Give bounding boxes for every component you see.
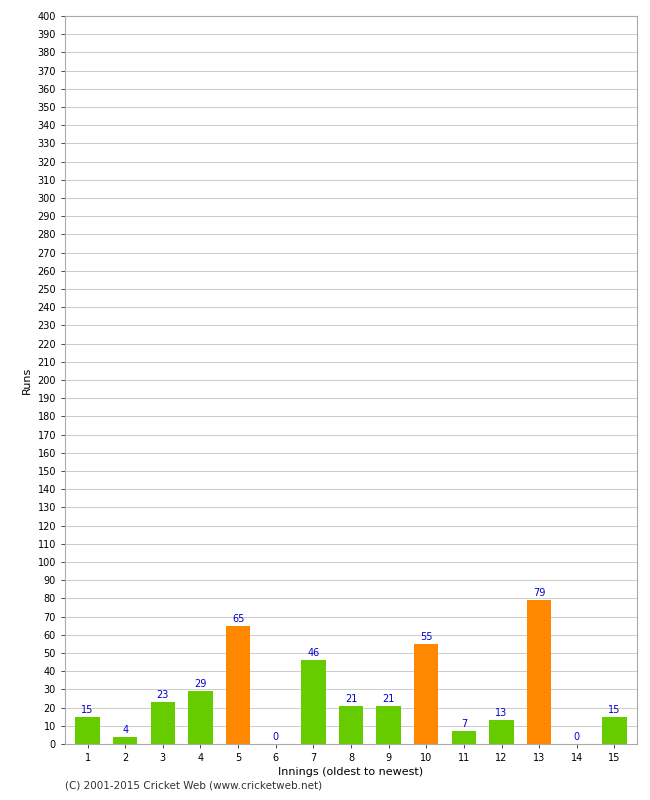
- Text: 13: 13: [495, 708, 508, 718]
- Text: (C) 2001-2015 Cricket Web (www.cricketweb.net): (C) 2001-2015 Cricket Web (www.cricketwe…: [65, 781, 322, 790]
- X-axis label: Innings (oldest to newest): Innings (oldest to newest): [278, 767, 424, 777]
- Bar: [188, 691, 213, 744]
- Bar: [414, 644, 439, 744]
- Text: 55: 55: [420, 632, 432, 642]
- Text: 0: 0: [272, 732, 279, 742]
- Bar: [602, 717, 627, 744]
- Bar: [301, 660, 326, 744]
- Text: 29: 29: [194, 679, 207, 689]
- Bar: [75, 717, 100, 744]
- Text: 7: 7: [461, 719, 467, 729]
- Text: 15: 15: [608, 705, 621, 714]
- Text: 21: 21: [382, 694, 395, 703]
- Text: 21: 21: [344, 694, 358, 703]
- Bar: [527, 600, 551, 744]
- Bar: [376, 706, 401, 744]
- Text: 15: 15: [81, 705, 94, 714]
- Bar: [151, 702, 175, 744]
- Bar: [452, 731, 476, 744]
- Bar: [489, 720, 514, 744]
- Text: 0: 0: [574, 732, 580, 742]
- Text: 4: 4: [122, 725, 128, 734]
- Bar: [226, 626, 250, 744]
- Bar: [113, 737, 137, 744]
- Bar: [339, 706, 363, 744]
- Text: 79: 79: [533, 588, 545, 598]
- Text: 65: 65: [232, 614, 244, 623]
- Text: 46: 46: [307, 648, 320, 658]
- Text: 23: 23: [157, 690, 169, 700]
- Y-axis label: Runs: Runs: [22, 366, 32, 394]
